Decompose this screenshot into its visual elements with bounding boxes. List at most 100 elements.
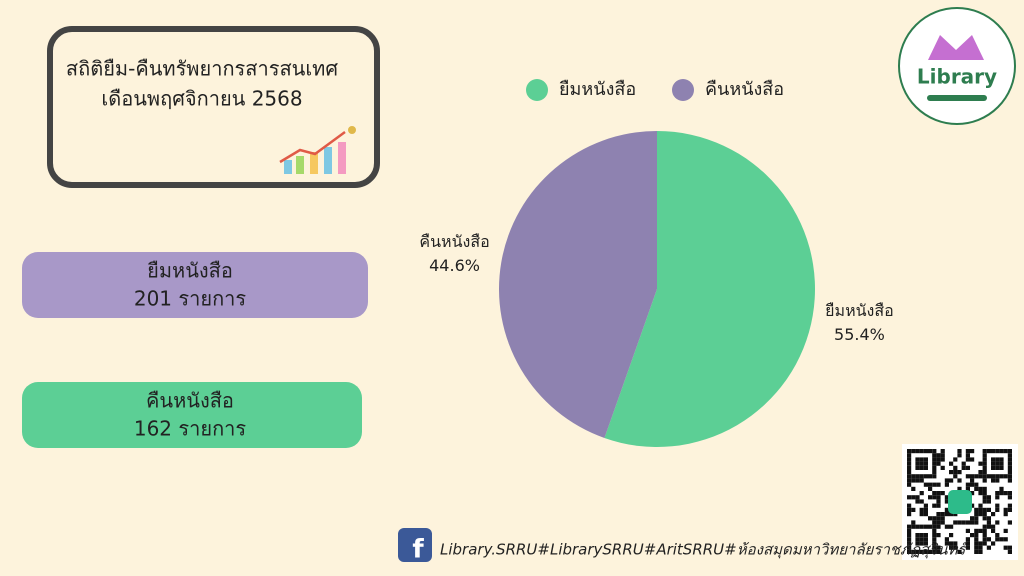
slice-value: 44.6% bbox=[429, 256, 480, 275]
qr-cell bbox=[953, 457, 958, 462]
qr-cell bbox=[932, 533, 937, 538]
qr-cell bbox=[907, 457, 912, 462]
qr-cell bbox=[907, 461, 912, 466]
qr-cell bbox=[995, 503, 1000, 508]
qr-cell bbox=[919, 478, 924, 483]
qr-cell bbox=[965, 545, 970, 550]
qr-cell bbox=[949, 541, 954, 546]
qr-cell bbox=[991, 528, 996, 533]
qr-cell bbox=[957, 449, 962, 454]
qr-cell bbox=[911, 486, 916, 491]
chart-title: สถิติยืม-คืนทรัพยากรสารสนเทศ bbox=[66, 57, 338, 81]
qr-cell bbox=[978, 503, 983, 508]
qr-cell bbox=[907, 533, 912, 538]
qr-cell bbox=[928, 482, 933, 487]
qr-cell bbox=[919, 541, 924, 546]
qr-cell bbox=[944, 478, 949, 483]
qr-cell bbox=[932, 465, 937, 470]
qr-cell bbox=[919, 549, 924, 554]
pie-slice bbox=[498, 131, 657, 438]
qr-cell bbox=[1007, 495, 1012, 500]
qr-cell bbox=[982, 449, 987, 454]
qr-cell bbox=[961, 520, 966, 525]
qr-cell bbox=[995, 461, 1000, 466]
qr-cell bbox=[923, 449, 928, 454]
qr-cell bbox=[923, 457, 928, 462]
qr-cell bbox=[995, 533, 1000, 538]
slice-label: ยืมหนังสือ bbox=[825, 301, 894, 320]
qr-cell bbox=[982, 537, 987, 542]
qr-cell bbox=[991, 541, 996, 546]
slice-value: 55.4% bbox=[834, 325, 885, 344]
qr-cell bbox=[1003, 545, 1008, 550]
qr-cell bbox=[991, 457, 996, 462]
qr-cell bbox=[940, 449, 945, 454]
qr-cell bbox=[986, 449, 991, 454]
qr-cell bbox=[965, 449, 970, 454]
qr-cell bbox=[919, 461, 924, 466]
qr-cell bbox=[1003, 491, 1008, 496]
qr-cell bbox=[936, 503, 941, 508]
qr-cell bbox=[923, 533, 928, 538]
qr-cell bbox=[978, 486, 983, 491]
qr-cell bbox=[1007, 470, 1012, 475]
qr-cell bbox=[944, 512, 949, 517]
qr-cell bbox=[953, 470, 958, 475]
qr-cell bbox=[932, 495, 937, 500]
qr-cell bbox=[957, 520, 962, 525]
qr-cell bbox=[991, 524, 996, 529]
qr-cell bbox=[974, 507, 979, 512]
qr-cell bbox=[1007, 478, 1012, 483]
qr-cell bbox=[944, 499, 949, 504]
qr-cell bbox=[978, 528, 983, 533]
qr-cell bbox=[982, 516, 987, 521]
qr-cell bbox=[961, 465, 966, 470]
qr-cell bbox=[991, 461, 996, 466]
qr-cell bbox=[970, 482, 975, 487]
qr-cell bbox=[940, 512, 945, 517]
qr-cell bbox=[907, 495, 912, 500]
qr-cell bbox=[915, 541, 920, 546]
qr-cell bbox=[974, 549, 979, 554]
qr-cell bbox=[1007, 461, 1012, 466]
return-card bbox=[22, 382, 362, 448]
qr-cell bbox=[978, 461, 983, 466]
qr-cell bbox=[953, 474, 958, 479]
qr-cell bbox=[965, 541, 970, 546]
qr-cell bbox=[974, 533, 979, 538]
qr-cell bbox=[995, 457, 1000, 462]
qr-cell bbox=[936, 524, 941, 529]
qr-cell bbox=[991, 512, 996, 517]
qr-cell bbox=[982, 541, 987, 546]
qr-cell bbox=[936, 457, 941, 462]
qr-cell bbox=[923, 549, 928, 554]
qr-cell bbox=[1007, 457, 1012, 462]
qr-cell bbox=[1007, 549, 1012, 554]
qr-cell bbox=[928, 449, 933, 454]
qr-cell bbox=[936, 549, 941, 554]
qr-cell bbox=[944, 482, 949, 487]
qr-cell bbox=[953, 541, 958, 546]
qr-cell bbox=[940, 491, 945, 496]
qr-cell bbox=[991, 465, 996, 470]
qr-cell bbox=[911, 524, 916, 529]
slice-label: คืนหนังสือ bbox=[419, 232, 489, 251]
qr-cell bbox=[923, 482, 928, 487]
qr-cell bbox=[995, 474, 1000, 479]
qr-cell bbox=[974, 520, 979, 525]
qr-cell bbox=[970, 457, 975, 462]
qr-cell bbox=[970, 503, 975, 508]
qr-cell bbox=[982, 465, 987, 470]
qr-cell bbox=[949, 545, 954, 550]
qr-cell bbox=[932, 482, 937, 487]
qr-cell bbox=[949, 512, 954, 517]
qr-cell bbox=[982, 495, 987, 500]
qr-cell bbox=[982, 533, 987, 538]
qr-cell bbox=[911, 507, 916, 512]
qr-cells bbox=[907, 449, 1012, 554]
qr-cell bbox=[965, 465, 970, 470]
qr-cell bbox=[932, 516, 937, 521]
qr-cell bbox=[982, 491, 987, 496]
qr-cell bbox=[911, 478, 916, 483]
qr-cell bbox=[919, 524, 924, 529]
